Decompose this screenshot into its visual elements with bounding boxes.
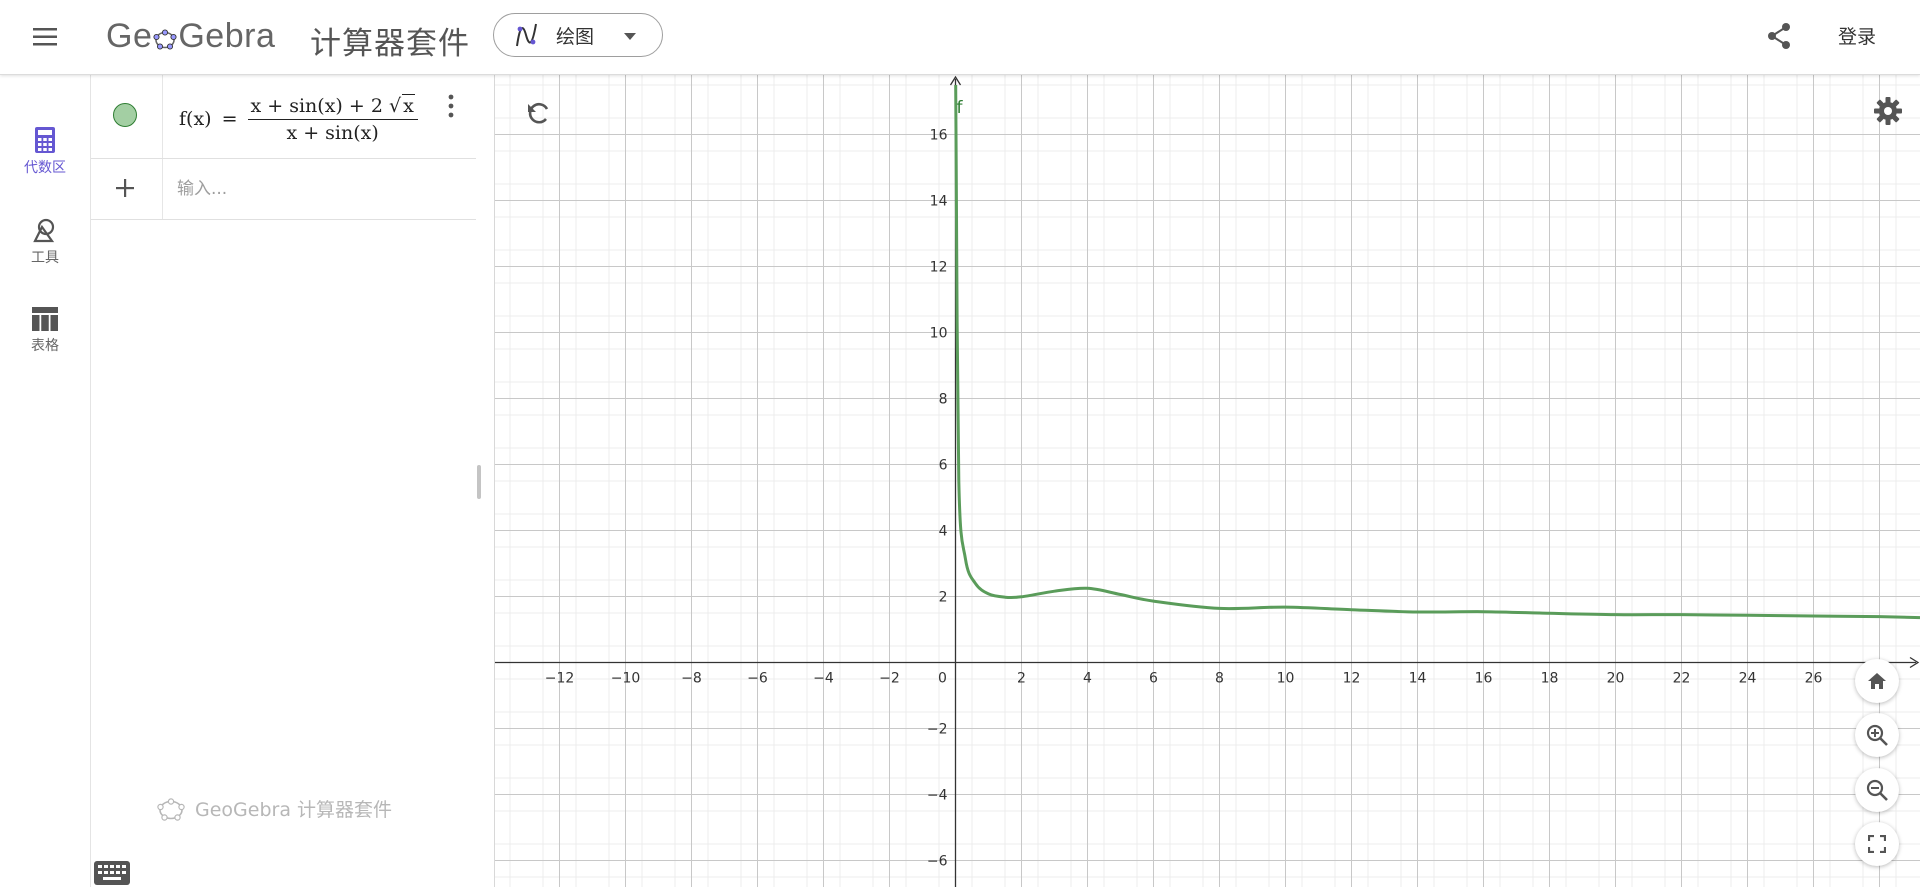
logo-text-right: Gebra	[178, 16, 276, 55]
x-tick-label: −10	[611, 671, 641, 687]
y-axis-arrow	[949, 75, 962, 86]
fraction-denominator: x + sin(x)	[286, 121, 379, 144]
x-tick-label: 14	[1409, 671, 1427, 687]
sidebar-item-label: 代数区	[24, 160, 66, 176]
fraction: x + sin(x) + 2 √ x x + sin(x)	[247, 93, 418, 144]
logo-o-icon	[153, 29, 177, 50]
gear-icon[interactable]	[1872, 95, 1904, 127]
calculator-icon	[35, 127, 55, 153]
x-tick-label: 6	[1149, 671, 1158, 687]
x-tick-label: 0	[938, 671, 947, 687]
marble-column	[91, 75, 163, 158]
perspective-sidebar: 代数区 工具 表格	[0, 75, 91, 887]
footer-logo: GeoGebra 计算器套件	[157, 795, 392, 822]
menu-icon	[33, 28, 57, 46]
function-name: f(x)	[179, 108, 212, 130]
menu-button[interactable]	[28, 20, 62, 54]
plus-icon[interactable]	[113, 176, 137, 200]
fullscreen-button[interactable]	[1855, 822, 1899, 866]
x-tick-label: 12	[1343, 671, 1361, 687]
zoom-in-button[interactable]	[1855, 713, 1899, 757]
y-tick-label: 12	[930, 260, 948, 276]
algebra-view: f(x) = x + sin(x) + 2 √ x x + sin(x)	[91, 75, 495, 887]
function-formula[interactable]: f(x) = x + sin(x) + 2 √ x x + sin(x)	[179, 89, 418, 149]
marble-column	[91, 159, 163, 219]
x-tick-label: 20	[1607, 671, 1625, 687]
login-button[interactable]: 登录	[1838, 26, 1877, 48]
y-tick-label: 4	[939, 524, 948, 540]
sqrt-argument: x	[402, 93, 415, 117]
y-tick-label: −2	[927, 722, 948, 738]
x-axis-arrow	[1909, 656, 1920, 669]
function-label[interactable]: f	[957, 98, 964, 118]
x-tick-label: 26	[1805, 671, 1823, 687]
share-icon[interactable]	[1764, 21, 1794, 51]
home-button[interactable]	[1855, 659, 1899, 703]
app-switcher-label: 绘图	[556, 25, 595, 48]
sidebar-item-label: 工具	[31, 250, 59, 266]
y-tick-label: −6	[927, 854, 948, 870]
undo-icon[interactable]	[525, 97, 555, 127]
panel-resize-handle[interactable]	[477, 465, 481, 499]
geogebra-logo-icon	[157, 797, 185, 821]
graphing-icon	[516, 23, 537, 47]
visibility-toggle[interactable]	[113, 103, 137, 127]
algebra-input[interactable]	[175, 173, 459, 205]
chevron-down-icon	[624, 33, 636, 40]
x-tick-label: 16	[1475, 671, 1493, 687]
x-tick-label: −2	[879, 671, 900, 687]
numerator-text: x + sin(x) + 2	[250, 94, 389, 117]
sidebar-item-algebra[interactable]: 代数区	[0, 115, 90, 189]
x-tick-label: −8	[681, 671, 702, 687]
y-tick-label: −4	[927, 788, 948, 804]
equals-sign: =	[221, 108, 238, 130]
minor-grid	[495, 75, 1920, 887]
y-tick-label: 8	[939, 392, 948, 408]
zoom-out-button[interactable]	[1855, 768, 1899, 812]
y-tick-label: 6	[939, 458, 948, 474]
sidebar-item-tools[interactable]: 工具	[0, 205, 90, 279]
y-tick-labels: 2 4 6 8 10 12 14 16 −2 −4 −6	[927, 128, 948, 870]
zoom-in-icon	[1866, 724, 1888, 746]
fraction-numerator: x + sin(x) + 2 √ x	[247, 93, 418, 120]
sidebar-item-table[interactable]: 表格	[0, 295, 90, 369]
algebra-row-f[interactable]: f(x) = x + sin(x) + 2 √ x x + sin(x)	[91, 75, 476, 159]
y-tick-label: 16	[930, 128, 948, 144]
y-tick-label: 14	[930, 194, 948, 210]
x-tick-label: −6	[747, 671, 768, 687]
x-tick-label: 24	[1739, 671, 1757, 687]
x-tick-label: −4	[813, 671, 834, 687]
logo-text-left: Ge	[106, 16, 153, 55]
footer-text: GeoGebra 计算器套件	[195, 799, 393, 821]
y-tick-label: 2	[939, 590, 948, 606]
zoom-out-icon	[1866, 779, 1888, 801]
table-icon	[32, 307, 58, 331]
x-tick-label: −12	[545, 671, 575, 687]
suite-title: 计算器套件	[310, 26, 470, 62]
y-tick-label: 10	[930, 326, 948, 342]
sidebar-item-label: 表格	[31, 338, 59, 354]
x-tick-label: 18	[1541, 671, 1559, 687]
app-header: Ge Gebra 计算器套件 绘图 登录	[0, 0, 1920, 75]
algebra-input-row	[91, 159, 476, 220]
more-vert-icon[interactable]	[443, 93, 459, 119]
x-tick-label: 10	[1277, 671, 1295, 687]
home-icon	[1868, 673, 1886, 689]
fullscreen-icon	[1868, 835, 1886, 853]
x-tick-label: 8	[1215, 671, 1224, 687]
x-tick-label: 22	[1673, 671, 1691, 687]
x-tick-labels: −12 −10 −8 −6 −4 −2 0 2 4 6 8 10 12 14 16 18 20 22 24 26	[545, 671, 1823, 687]
keyboard-icon[interactable]	[93, 858, 131, 887]
geogebra-logo: Ge Gebra	[106, 14, 275, 58]
x-tick-label: 4	[1083, 671, 1092, 687]
tools-icon	[33, 218, 55, 243]
function-curve-f[interactable]	[954, 84, 1920, 620]
graph-canvas[interactable]: −12 −10 −8 −6 −4 −2 0 2 4 6 8 10 12 14 16 18 20 22 24 26 24…	[495, 75, 1920, 887]
sqrt-symbol: √	[388, 94, 402, 117]
x-tick-label: 2	[1017, 671, 1026, 687]
major-grid	[495, 75, 1920, 887]
app-switcher-dropdown[interactable]: 绘图	[493, 13, 663, 57]
